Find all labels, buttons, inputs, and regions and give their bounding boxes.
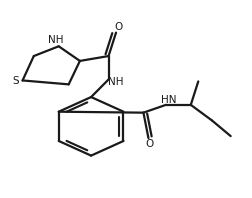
Text: NH: NH xyxy=(108,77,124,87)
Text: NH: NH xyxy=(48,35,64,45)
Text: O: O xyxy=(146,139,154,149)
Text: HN: HN xyxy=(161,95,176,105)
Text: O: O xyxy=(114,22,123,32)
Text: S: S xyxy=(13,76,19,86)
